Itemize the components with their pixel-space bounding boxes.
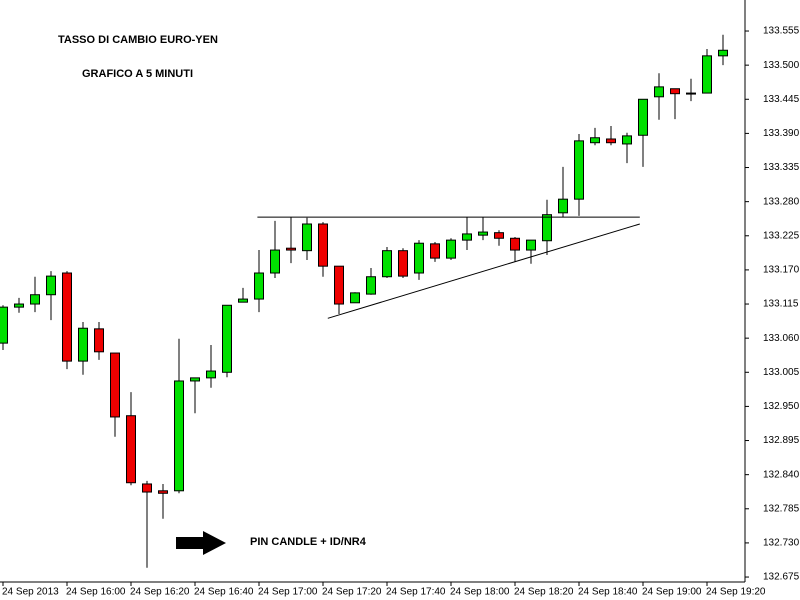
y-tick-label: 133.225: [763, 230, 800, 241]
chart-title: TASSO DI CAMBIO EURO-YEN: [58, 34, 218, 46]
candle-body: [558, 198, 568, 214]
candle-body: [222, 304, 232, 373]
y-tick-label: 132.730: [763, 538, 800, 549]
x-tick-label: 24 Sep 16:20: [130, 587, 190, 598]
x-tick-label: 24 Sep 16:40: [194, 587, 254, 598]
candle-body: [638, 98, 648, 136]
plot-area: [0, 34, 728, 568]
trendline: [327, 223, 640, 319]
candle-body: [590, 137, 600, 144]
candle-body: [78, 327, 88, 362]
candle-body: [190, 377, 200, 382]
candle-body: [430, 243, 440, 259]
y-tick-label: 132.950: [763, 401, 800, 412]
candle-body: [382, 250, 392, 278]
candle-body: [238, 298, 248, 303]
candle-body: [526, 239, 536, 251]
y-tick-label: 132.785: [763, 503, 800, 514]
y-tick-label: 133.170: [763, 265, 800, 276]
candle-body: [14, 303, 24, 308]
candle-body: [414, 242, 424, 274]
candle-body: [350, 292, 360, 304]
candle-body: [606, 138, 616, 144]
y-tick-label: 133.335: [763, 162, 800, 173]
y-tick-label: 132.895: [763, 435, 800, 446]
x-tick-label: 24 Sep 18:40: [578, 587, 638, 598]
candle-body: [446, 239, 456, 259]
candle-body: [126, 415, 136, 484]
candle-body: [62, 272, 72, 362]
x-tick-label: 24 Sep 18:00: [450, 587, 510, 598]
candle-body: [270, 249, 280, 274]
y-tick-label: 133.280: [763, 196, 800, 207]
candle-body: [0, 306, 8, 344]
arrow: [176, 531, 226, 555]
x-tick-label: 24 Sep 17:20: [322, 587, 382, 598]
candle-body: [46, 275, 56, 296]
candle-body: [142, 483, 152, 493]
x-tick-label: 24 Sep 19:20: [706, 587, 766, 598]
candle-body: [398, 250, 408, 277]
annotation: PIN CANDLE + ID/NR4: [250, 536, 367, 548]
y-tick-label: 132.675: [763, 572, 800, 583]
y-tick-label: 133.445: [763, 94, 800, 105]
candle-body: [286, 247, 296, 251]
candle-body: [334, 265, 344, 305]
y-tick-label: 133.060: [763, 333, 800, 344]
y-tick-label: 133.115: [763, 299, 799, 310]
x-tick-label: 24 Sep 19:00: [642, 587, 702, 598]
candle-body: [574, 140, 584, 200]
candle-body: [702, 55, 712, 94]
candle-body: [206, 370, 216, 379]
y-tick-label: 132.840: [763, 469, 800, 480]
candle-body: [654, 86, 664, 98]
y-tick-label: 133.500: [763, 60, 800, 71]
y-tick-label: 133.555: [763, 26, 800, 37]
candle-body: [510, 237, 520, 251]
candle-body: [318, 223, 328, 267]
candle-body: [494, 232, 504, 239]
x-tick-label: 24 Sep 17:00: [258, 587, 318, 598]
candle-body: [622, 135, 632, 145]
candle-body: [478, 231, 488, 236]
chart-subtitle: GRAFICO A 5 MINUTI: [82, 68, 193, 80]
candle-body: [670, 88, 680, 95]
candle-body: [30, 294, 40, 305]
candle-body: [110, 352, 120, 418]
candle-body: [302, 223, 312, 252]
candle-body: [542, 214, 552, 242]
x-tick-label: 24 Sep 16:00: [66, 587, 126, 598]
x-tick-label: 24 Sep 17:40: [386, 587, 446, 598]
y-tick-label: 133.390: [763, 128, 800, 139]
candle-body: [462, 233, 472, 241]
y-tick-label: 133.005: [763, 367, 800, 378]
x-tick-label: 24 Sep 18:20: [514, 587, 574, 598]
x-tick-label: 24 Sep 2013: [2, 587, 59, 598]
candle-body: [174, 380, 184, 492]
candle-body: [718, 49, 728, 57]
candle-body: [158, 490, 168, 494]
candle-body: [254, 272, 264, 300]
candle-body: [94, 328, 104, 353]
candle-body: [366, 276, 376, 295]
candle-body: [686, 92, 696, 95]
